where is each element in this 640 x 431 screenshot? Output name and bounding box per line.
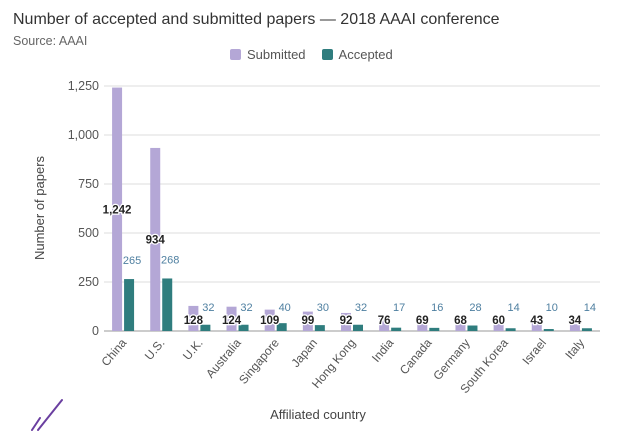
legend-swatch-submitted — [230, 49, 241, 60]
bar-accepted-9 — [467, 325, 478, 331]
data-label-submitted: 60 — [492, 315, 505, 327]
y-tick-label: 1,000 — [68, 128, 99, 142]
bar-accepted-7 — [391, 327, 402, 331]
data-label-submitted: 124 — [222, 315, 242, 327]
bar-submitted-9 — [455, 317, 466, 331]
x-tick-label: U.K. — [180, 336, 206, 363]
bar-accepted-12 — [581, 328, 592, 331]
bar-accepted-0 — [124, 279, 135, 331]
data-label-accepted: 17 — [393, 302, 405, 314]
chart-legend: Submitted Accepted — [230, 47, 393, 62]
data-label-accepted: 14 — [584, 302, 596, 314]
data-label-accepted: 32 — [202, 302, 214, 314]
y-axis-ticks: 0 250 500 750 1,000 1,250 — [68, 79, 99, 338]
x-tick-label: India — [369, 336, 397, 365]
bar-submitted-11 — [531, 322, 542, 331]
bar-accepted-5 — [314, 325, 325, 331]
data-label-accepted: 28 — [469, 302, 481, 314]
bar-submitted-12 — [569, 324, 580, 331]
bar-submitted-8 — [417, 317, 428, 331]
bar-submitted-0 — [112, 87, 123, 332]
x-tick-label: China — [98, 336, 129, 369]
bar-accepted-3 — [238, 324, 249, 331]
data-label-submitted: 68 — [454, 315, 467, 327]
data-label-submitted: 34 — [569, 315, 582, 327]
y-axis-label: Number of papers — [32, 155, 47, 260]
chart-title: Number of accepted and submitted papers … — [13, 11, 500, 28]
gridlines — [104, 85, 600, 332]
data-label-submitted: 69 — [416, 315, 429, 327]
y-tick-label: 750 — [78, 177, 99, 191]
legend-swatch-accepted — [321, 49, 333, 60]
data-label-submitted: 128 — [184, 315, 204, 327]
bar-accepted-8 — [429, 327, 440, 331]
data-label-submitted: 109 — [260, 315, 279, 327]
data-label-submitted: 92 — [340, 315, 353, 327]
data-label-accepted: 10 — [546, 302, 558, 314]
bar-accepted-4 — [276, 323, 287, 331]
data-label-submitted: 99 — [301, 315, 314, 327]
pen-mark-icon — [31, 399, 63, 431]
data-labels: 1,24226593426812832124321094099309232761… — [101, 203, 597, 328]
y-tick-label: 500 — [78, 226, 99, 240]
y-tick-label: 1,250 — [68, 79, 99, 93]
data-label-accepted: 40 — [279, 302, 291, 314]
data-label-accepted: 14 — [507, 302, 519, 314]
bar-submitted-2 — [188, 305, 199, 331]
chart-subtitle: Source: AAAI — [13, 34, 88, 48]
bars — [112, 87, 592, 332]
data-label-submitted: 934 — [146, 234, 166, 246]
bar-accepted-11 — [543, 329, 554, 331]
legend-item-submitted: Submitted — [230, 47, 306, 62]
bar-submitted-5 — [302, 311, 313, 331]
x-tick-label: Israel — [519, 336, 549, 367]
x-tick-label: Italy — [562, 336, 587, 362]
x-axis-label: Affiliated country — [270, 407, 366, 422]
bar-submitted-4 — [264, 309, 275, 331]
data-label-submitted: 43 — [530, 315, 543, 327]
x-tick-label: Singapore — [236, 336, 282, 387]
data-label-accepted: 16 — [431, 302, 443, 314]
data-label-accepted: 32 — [240, 302, 252, 314]
bar-submitted-3 — [226, 306, 237, 331]
y-tick-label: 250 — [78, 275, 99, 289]
bar-submitted-10 — [493, 319, 504, 331]
legend-item-accepted: Accepted — [321, 47, 393, 62]
x-tick-label: Australia — [203, 336, 244, 381]
legend-label-accepted: Accepted — [338, 47, 393, 62]
x-tick-label: U.S. — [142, 336, 168, 363]
bar-submitted-7 — [379, 316, 390, 331]
data-label-accepted: 268 — [161, 254, 179, 266]
bar-submitted-1 — [150, 147, 161, 331]
y-tick-label: 0 — [92, 324, 99, 338]
bar-accepted-2 — [200, 324, 211, 331]
x-tick-label: Japan — [288, 336, 320, 370]
bar-submitted-6 — [341, 312, 351, 331]
bar-accepted-1 — [162, 278, 173, 331]
data-label-accepted: 265 — [123, 255, 141, 267]
bar-accepted-6 — [353, 324, 363, 331]
data-label-accepted: 32 — [355, 302, 367, 314]
data-label-accepted: 30 — [317, 302, 329, 314]
x-tick-label: Canada — [397, 336, 435, 377]
bar-accepted-10 — [505, 328, 516, 331]
data-label-submitted: 1,242 — [103, 204, 132, 216]
data-label-submitted: 76 — [378, 315, 391, 327]
legend-label-submitted: Submitted — [247, 47, 306, 62]
